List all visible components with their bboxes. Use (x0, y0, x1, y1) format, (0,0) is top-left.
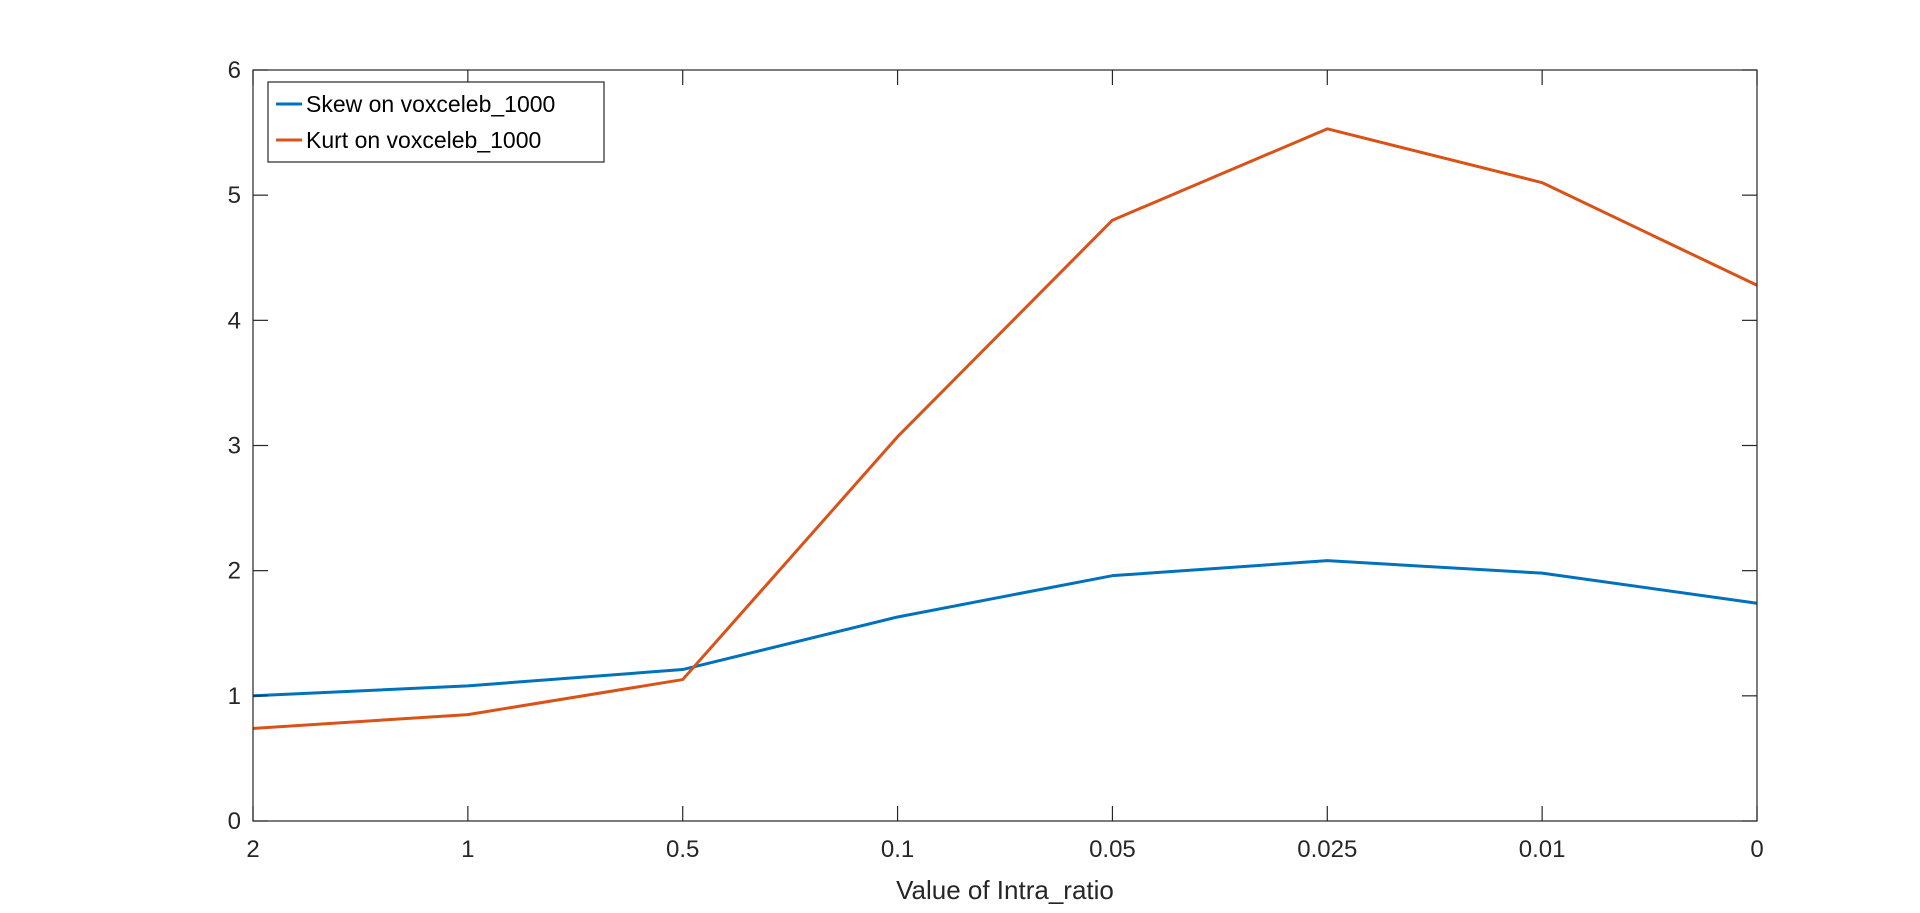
y-tick-label: 3 (228, 433, 241, 460)
series-layer (252, 127, 1758, 730)
y-tick-label: 6 (228, 57, 241, 84)
x-axis-label: Value of Intra_ratio (896, 875, 1114, 905)
x-tick-label: 0.05 (1089, 836, 1136, 863)
plot-area (253, 70, 1757, 821)
legend-box (267, 81, 605, 163)
y-tick-label: 2 (228, 558, 241, 585)
x-tick-label: 0.025 (1297, 836, 1357, 863)
legend-label: Kurt on voxceleb_1000 (306, 127, 541, 153)
y-tick-label: 4 (228, 307, 241, 334)
x-tick-label: 2 (246, 836, 259, 863)
plot-background (253, 70, 1757, 821)
legend: Skew on voxceleb_1000 Kurt on voxceleb_10… (267, 81, 605, 163)
x-tick-label: 0.1 (881, 836, 914, 863)
series-line-kurt (252, 127, 1758, 730)
x-tick-label: 0 (1750, 836, 1763, 863)
y-tick-label: 5 (228, 182, 241, 209)
tick-labels: 2 1 0.5 0.1 0.05 0.025 0.01 0 0 1 2 3 4 5 6 (228, 57, 1764, 863)
y-tick-label: 0 (228, 808, 241, 835)
legend-label: Skew on voxceleb_1000 (306, 91, 555, 117)
x-tick-label: 0.01 (1519, 836, 1566, 863)
y-tick-label: 1 (228, 683, 241, 710)
x-tick-label: 0.5 (666, 836, 699, 863)
axes (252, 69, 1758, 822)
x-tick-label: 1 (461, 836, 474, 863)
series-line-skew (252, 559, 1758, 698)
